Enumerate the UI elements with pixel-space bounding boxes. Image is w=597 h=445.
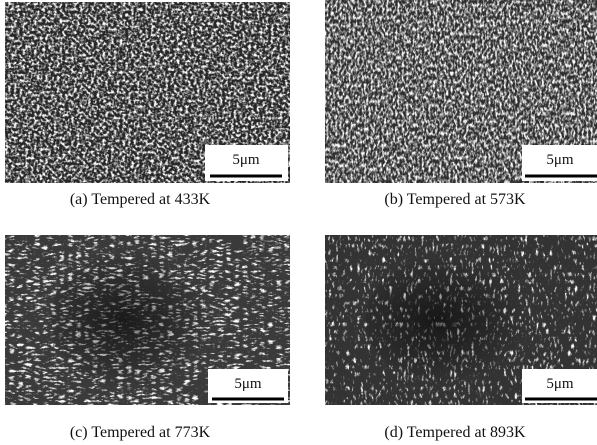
scale-bar-label: 5μm	[232, 152, 260, 168]
panel-caption: (d) Tempered at 893K	[384, 424, 526, 441]
figure: 5μm 5μm 5μm 5μm (a) Tempered at 433K (b)…	[0, 0, 597, 445]
panel-caption: (c) Tempered at 773K	[70, 424, 211, 441]
scale-bar-label: 5μm	[546, 376, 574, 392]
scale-bar-label: 5μm	[234, 376, 262, 392]
panel-caption: (b) Tempered at 573K	[384, 191, 526, 208]
panel-caption: (a) Tempered at 433K	[70, 191, 211, 208]
scale-bar-label: 5μm	[546, 152, 574, 168]
